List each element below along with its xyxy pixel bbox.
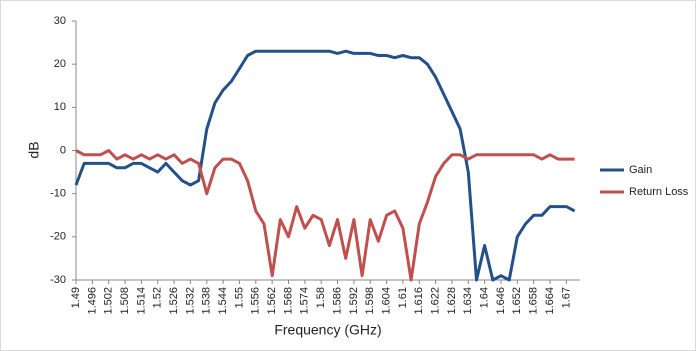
x-tick-label: 1.586 [331,287,343,315]
y-tick-label: 0 [60,144,66,156]
x-tick-label: 1.508 [119,287,131,315]
y-axis-title: dB [26,141,42,158]
y-tick-label: 20 [54,58,66,70]
x-tick-label: 1.664 [544,287,556,315]
x-tick-label: 1.538 [201,287,213,315]
x-tick-label: 1.544 [217,287,229,315]
x-tick-label: 1.496 [86,287,98,315]
x-tick-label: 1.514 [135,287,147,315]
x-tick-label: 1.646 [495,287,507,315]
y-tick-label: -20 [50,231,66,243]
x-tick-label: 1.652 [511,287,523,315]
x-tick-label: 1.604 [380,287,392,315]
x-tick-label: 1.628 [446,287,458,315]
x-tick-label: 1.574 [299,287,311,315]
legend-label: Gain [629,164,652,176]
x-tick-label: 1.592 [348,287,360,315]
x-tick-label: 1.64 [479,287,491,308]
y-tick-label: -10 [50,188,66,200]
x-tick-label: 1.658 [528,287,540,315]
x-axis-title: Frequency (GHz) [274,322,381,338]
x-tick-label: 1.55 [233,287,245,308]
x-tick-label: 1.502 [103,287,115,315]
x-tick-label: 1.67 [560,287,572,308]
y-tick-label: 30 [54,15,66,27]
x-tick-label: 1.568 [282,287,294,315]
x-tick-label: 1.61 [397,287,409,308]
x-tick-label: 1.532 [184,287,196,315]
x-tick-label: 1.49 [70,287,82,308]
x-tick-label: 1.58 [315,287,327,308]
x-tick-label: 1.52 [152,287,164,308]
y-tick-label: 10 [54,101,66,113]
x-tick-label: 1.616 [413,287,425,315]
x-tick-label: 1.556 [250,287,262,315]
line-series [75,149,575,282]
x-tick-label: 1.622 [430,287,442,315]
legend-label: Return Loss [629,186,689,198]
line-series [74,49,576,282]
x-tick-label: 1.562 [266,287,278,315]
x-tick-label: 1.526 [168,287,180,315]
x-tick-label: 1.634 [462,287,474,315]
x-tick-label: 1.598 [364,287,376,315]
y-tick-label: -30 [50,274,66,286]
